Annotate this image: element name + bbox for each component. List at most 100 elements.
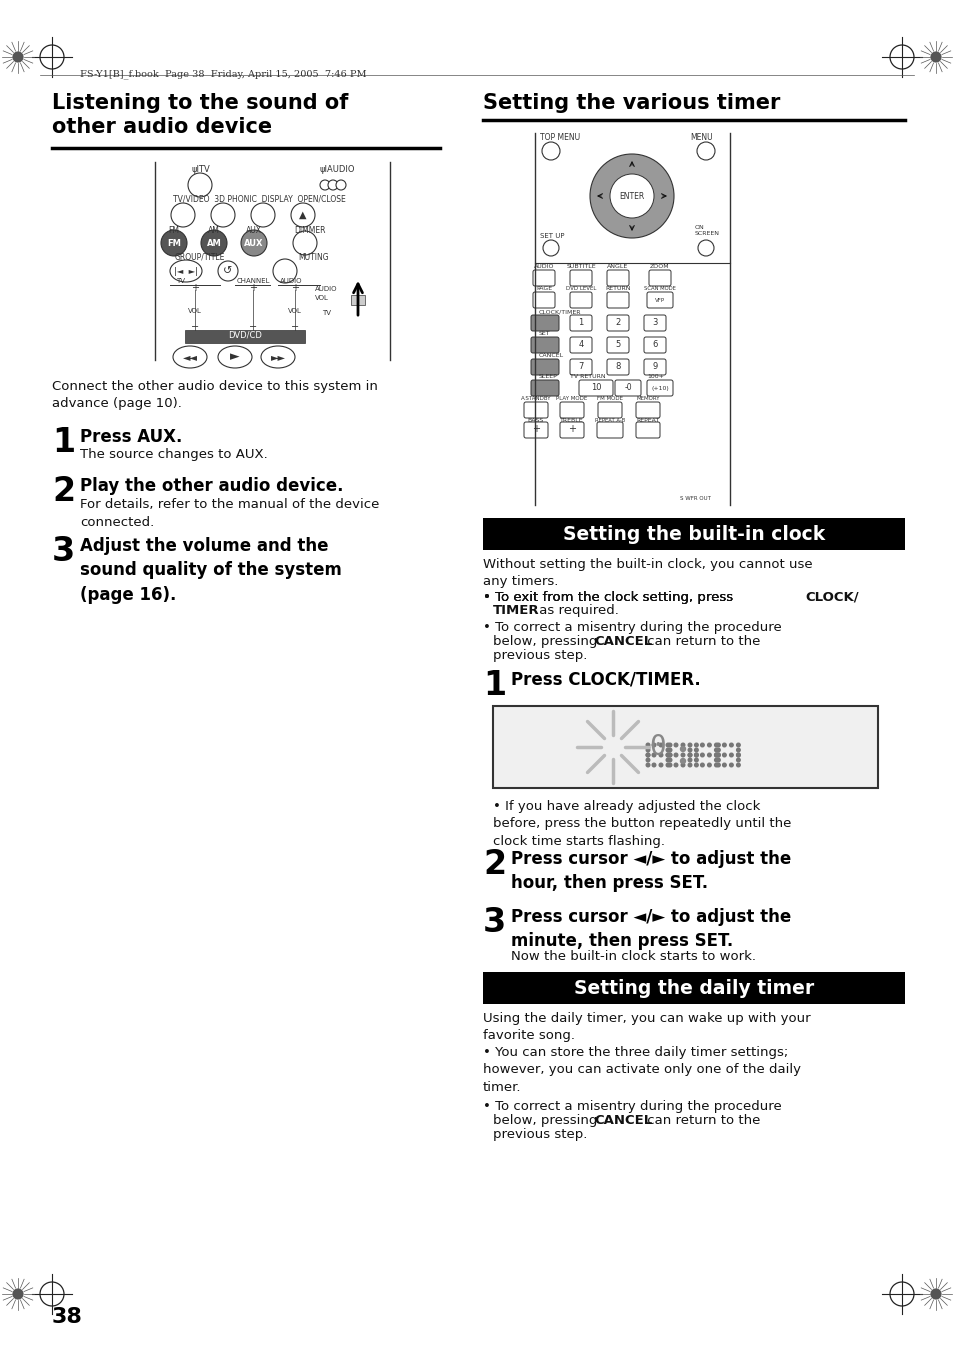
Circle shape	[251, 203, 274, 227]
Text: can return to the: can return to the	[642, 635, 760, 648]
Text: 3: 3	[652, 317, 657, 327]
Circle shape	[667, 743, 671, 747]
Text: ↺: ↺	[223, 266, 233, 276]
Circle shape	[698, 240, 713, 255]
FancyBboxPatch shape	[636, 403, 659, 417]
FancyBboxPatch shape	[559, 403, 583, 417]
Text: −: −	[249, 322, 256, 332]
Text: PLAY MODE: PLAY MODE	[556, 396, 587, 401]
Circle shape	[707, 763, 710, 767]
Text: +: +	[191, 282, 199, 293]
Text: VFP: VFP	[655, 299, 664, 303]
FancyBboxPatch shape	[646, 380, 672, 396]
Circle shape	[542, 240, 558, 255]
FancyBboxPatch shape	[569, 270, 592, 286]
Circle shape	[694, 754, 698, 757]
Circle shape	[680, 763, 684, 767]
FancyBboxPatch shape	[606, 359, 628, 376]
Circle shape	[729, 754, 733, 757]
Text: ►►: ►►	[271, 353, 285, 362]
Circle shape	[667, 763, 671, 767]
Circle shape	[589, 154, 673, 238]
Circle shape	[659, 743, 662, 747]
Text: Using the daily timer, you can wake up with your
favorite song.: Using the daily timer, you can wake up w…	[482, 1012, 810, 1043]
Circle shape	[736, 758, 740, 762]
FancyBboxPatch shape	[648, 270, 670, 286]
Text: 1: 1	[52, 426, 75, 459]
Text: DVD/CD: DVD/CD	[228, 331, 262, 340]
Text: CLOCK/: CLOCK/	[804, 590, 858, 604]
FancyBboxPatch shape	[606, 315, 628, 331]
Bar	[185, 330, 305, 343]
Text: FM: FM	[167, 239, 181, 249]
Text: BASS: BASS	[527, 417, 543, 423]
Text: CANCEL: CANCEL	[594, 635, 652, 648]
Circle shape	[659, 763, 662, 767]
Circle shape	[674, 743, 677, 747]
Circle shape	[188, 173, 212, 197]
Circle shape	[665, 758, 669, 762]
Ellipse shape	[218, 261, 237, 281]
Circle shape	[273, 259, 296, 282]
Text: 3: 3	[482, 907, 506, 939]
Circle shape	[201, 230, 227, 255]
Text: ▲: ▲	[299, 209, 307, 220]
Circle shape	[665, 754, 669, 757]
FancyBboxPatch shape	[559, 422, 583, 438]
Text: TV/VIDEO  3D PHONIC  DISPLAY  OPEN/CLOSE: TV/VIDEO 3D PHONIC DISPLAY OPEN/CLOSE	[172, 195, 345, 203]
Text: ◄◄: ◄◄	[182, 353, 197, 362]
Text: 8: 8	[615, 362, 620, 372]
Text: Setting the built-in clock: Setting the built-in clock	[562, 526, 824, 544]
Circle shape	[729, 743, 733, 747]
Text: (+10): (+10)	[651, 386, 668, 390]
Text: Play the other audio device.: Play the other audio device.	[80, 477, 343, 494]
Text: For details, refer to the manual of the device
connected.: For details, refer to the manual of the …	[80, 499, 379, 528]
Bar	[351, 295, 365, 305]
Circle shape	[687, 748, 691, 751]
FancyBboxPatch shape	[523, 422, 547, 438]
FancyBboxPatch shape	[643, 336, 665, 353]
Circle shape	[687, 754, 691, 757]
Circle shape	[665, 748, 669, 751]
FancyBboxPatch shape	[569, 359, 592, 376]
Text: Press cursor ◄/► to adjust the
minute, then press SET.: Press cursor ◄/► to adjust the minute, t…	[511, 908, 790, 950]
Text: • To exit from the clock setting, press: • To exit from the clock setting, press	[482, 590, 737, 604]
Text: VOL: VOL	[288, 308, 301, 313]
Circle shape	[241, 230, 267, 255]
Text: FS-Y1[B]_f.book  Page 38  Friday, April 15, 2005  7:46 PM: FS-Y1[B]_f.book Page 38 Friday, April 15…	[80, 69, 366, 78]
FancyBboxPatch shape	[533, 270, 555, 286]
Circle shape	[667, 754, 671, 757]
Bar	[482, 971, 904, 1004]
Text: +: +	[567, 424, 576, 434]
Circle shape	[721, 763, 725, 767]
Text: +: +	[532, 424, 539, 434]
Text: Press CLOCK/TIMER.: Press CLOCK/TIMER.	[511, 671, 700, 689]
Circle shape	[714, 754, 718, 757]
Circle shape	[645, 748, 649, 751]
Circle shape	[679, 747, 685, 751]
Circle shape	[652, 743, 655, 747]
Text: AUX: AUX	[244, 239, 263, 249]
FancyBboxPatch shape	[531, 336, 558, 353]
Circle shape	[679, 758, 685, 763]
Circle shape	[674, 763, 677, 767]
Bar	[482, 517, 904, 550]
Circle shape	[694, 754, 698, 757]
Circle shape	[687, 754, 691, 757]
FancyBboxPatch shape	[643, 315, 665, 331]
Text: Adjust the volume and the
sound quality of the system
(page 16).: Adjust the volume and the sound quality …	[80, 536, 341, 604]
Text: 4: 4	[578, 340, 583, 349]
Text: 7: 7	[578, 362, 583, 372]
Circle shape	[714, 758, 718, 762]
Circle shape	[700, 754, 703, 757]
Text: CLOCK/TIMER: CLOCK/TIMER	[538, 309, 581, 313]
Circle shape	[697, 142, 714, 159]
Circle shape	[736, 754, 740, 757]
Text: Now the built-in clock starts to work.: Now the built-in clock starts to work.	[511, 950, 755, 963]
Circle shape	[714, 763, 718, 767]
Text: 9: 9	[652, 362, 657, 372]
Circle shape	[694, 758, 698, 762]
Text: Press cursor ◄/► to adjust the
hour, then press SET.: Press cursor ◄/► to adjust the hour, the…	[511, 850, 790, 892]
Text: 2: 2	[482, 848, 506, 881]
Text: PAGE: PAGE	[536, 286, 552, 290]
